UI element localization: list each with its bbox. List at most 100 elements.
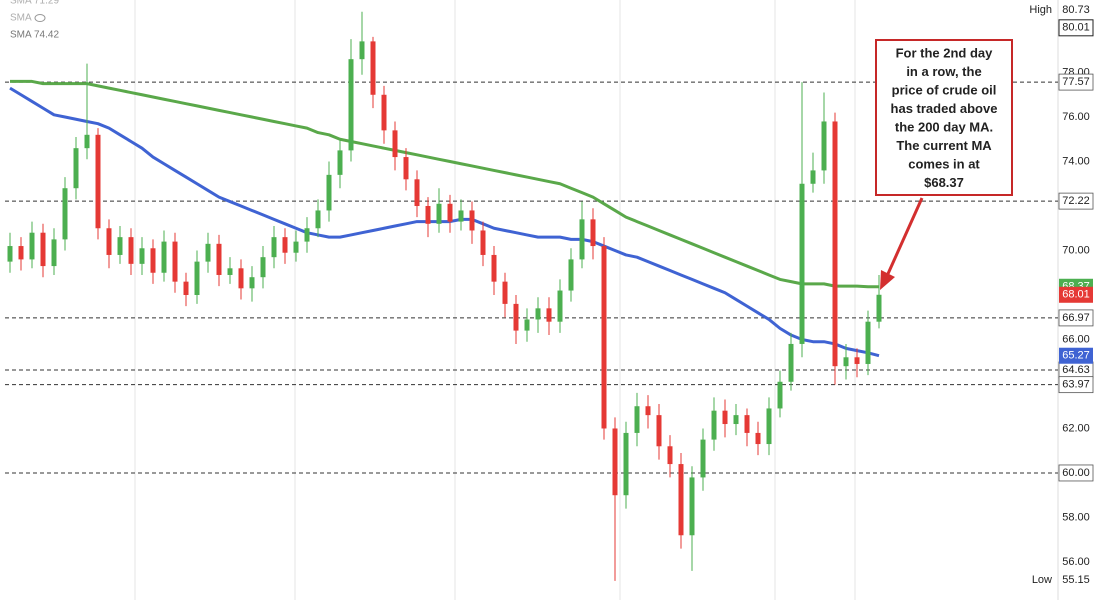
candle-body (436, 203, 442, 224)
price-label: 72.22 (1062, 195, 1090, 207)
candle-body (150, 248, 156, 273)
low-value: 55.15 (1062, 574, 1090, 586)
candle-body (876, 294, 882, 322)
annotation-line: comes in at (908, 156, 980, 171)
candle-body (106, 228, 112, 255)
candle-body (414, 179, 420, 207)
candle-body (656, 415, 662, 447)
candle-body (590, 219, 596, 247)
price-badge (1059, 286, 1093, 303)
candle-body (326, 174, 332, 211)
candle-body (788, 343, 794, 382)
price-label: 64.63 (1062, 364, 1090, 376)
price-label: 63.97 (1062, 379, 1090, 391)
y-tick-label: 76.00 (1062, 111, 1090, 123)
candle-body (612, 428, 618, 496)
candle-body (95, 134, 101, 229)
candle-body (18, 246, 24, 260)
annotation-line: has traded above (891, 101, 998, 116)
arrow-head (880, 270, 895, 290)
price-label-box (1058, 376, 1094, 394)
candle-body (205, 243, 211, 262)
price-label-box (1058, 19, 1094, 37)
candle-body (249, 277, 255, 289)
price-label: 80.01 (1062, 22, 1090, 34)
price-badge-label: 65.27 (1062, 350, 1090, 362)
candle-body (128, 237, 134, 264)
candle-body (678, 464, 684, 536)
candle-body (392, 130, 398, 158)
candle-body (139, 248, 145, 264)
candle-body (634, 406, 640, 433)
candle-body (766, 408, 772, 445)
candle-body (117, 237, 123, 255)
plot (5, 11, 1058, 581)
candle-body (161, 241, 167, 273)
candle-body (568, 259, 574, 291)
candle-body (227, 268, 233, 275)
candle-body (183, 281, 189, 295)
candle-body (73, 148, 79, 189)
candle-body (601, 246, 607, 429)
candle-body (359, 41, 365, 60)
annotation-line: $68.37 (924, 175, 964, 190)
annotation-line: The current MA (896, 138, 992, 153)
candle-body (403, 157, 409, 180)
annotation-line: price of crude oil (892, 82, 997, 97)
candle-body (535, 308, 541, 320)
candle-body (579, 219, 585, 260)
candle-body (502, 281, 508, 304)
candle-body (238, 268, 244, 289)
candle-body (29, 232, 35, 260)
candle-body (744, 415, 750, 433)
legend-value: 74.42 (34, 30, 59, 41)
price-label-box (1058, 464, 1094, 482)
candle-body (513, 303, 519, 331)
candle-body (645, 406, 651, 416)
price-badge-label: 68.01 (1062, 289, 1090, 301)
candle-body (271, 237, 277, 258)
annotation-text: For the 2nd day in a row, the price of cru… (891, 45, 998, 190)
price-label-box (1058, 309, 1094, 327)
candle-body (381, 94, 387, 131)
annotation-line: For the 2nd day (896, 45, 994, 60)
y-tick-label: 62.00 (1062, 422, 1090, 434)
candle-body (843, 357, 849, 367)
moving-average-line (9, 86, 880, 358)
candle-body (480, 230, 486, 255)
y-tick-label: 74.00 (1062, 155, 1090, 167)
candle-body (51, 239, 57, 267)
candle-body (821, 121, 827, 171)
moving-average-line (10, 79, 879, 289)
candle-body (711, 410, 717, 440)
candle-body (810, 170, 816, 184)
candle-body (491, 254, 497, 282)
annotation-arrow (885, 197, 924, 277)
candle-body (700, 439, 706, 478)
candle-body (854, 357, 860, 364)
candle-body (777, 381, 783, 409)
price-badge (1059, 347, 1093, 364)
candle-body (755, 432, 761, 445)
candle-body (194, 261, 200, 295)
candle-body (370, 41, 376, 95)
candle-body (84, 134, 90, 149)
high-value: 80.73 (1062, 4, 1090, 16)
candle-body (216, 243, 222, 275)
low-label: Low (1032, 574, 1052, 586)
candle-body (40, 232, 46, 267)
price-label-box (1058, 192, 1094, 210)
legend-name: SMA (10, 13, 32, 24)
candle-body (623, 432, 629, 496)
eye-icon[interactable] (34, 14, 46, 22)
candle-body (524, 319, 530, 331)
price-label-box (1058, 73, 1094, 91)
candle-body (337, 150, 343, 175)
y-tick-label: 58.00 (1062, 511, 1090, 523)
price-axis: 56.0058.0062.0066.0070.0074.0076.0078.00… (1029, 4, 1094, 586)
annotation-box (875, 39, 1013, 196)
price-label: 66.97 (1062, 312, 1090, 324)
candle-body (62, 188, 68, 240)
